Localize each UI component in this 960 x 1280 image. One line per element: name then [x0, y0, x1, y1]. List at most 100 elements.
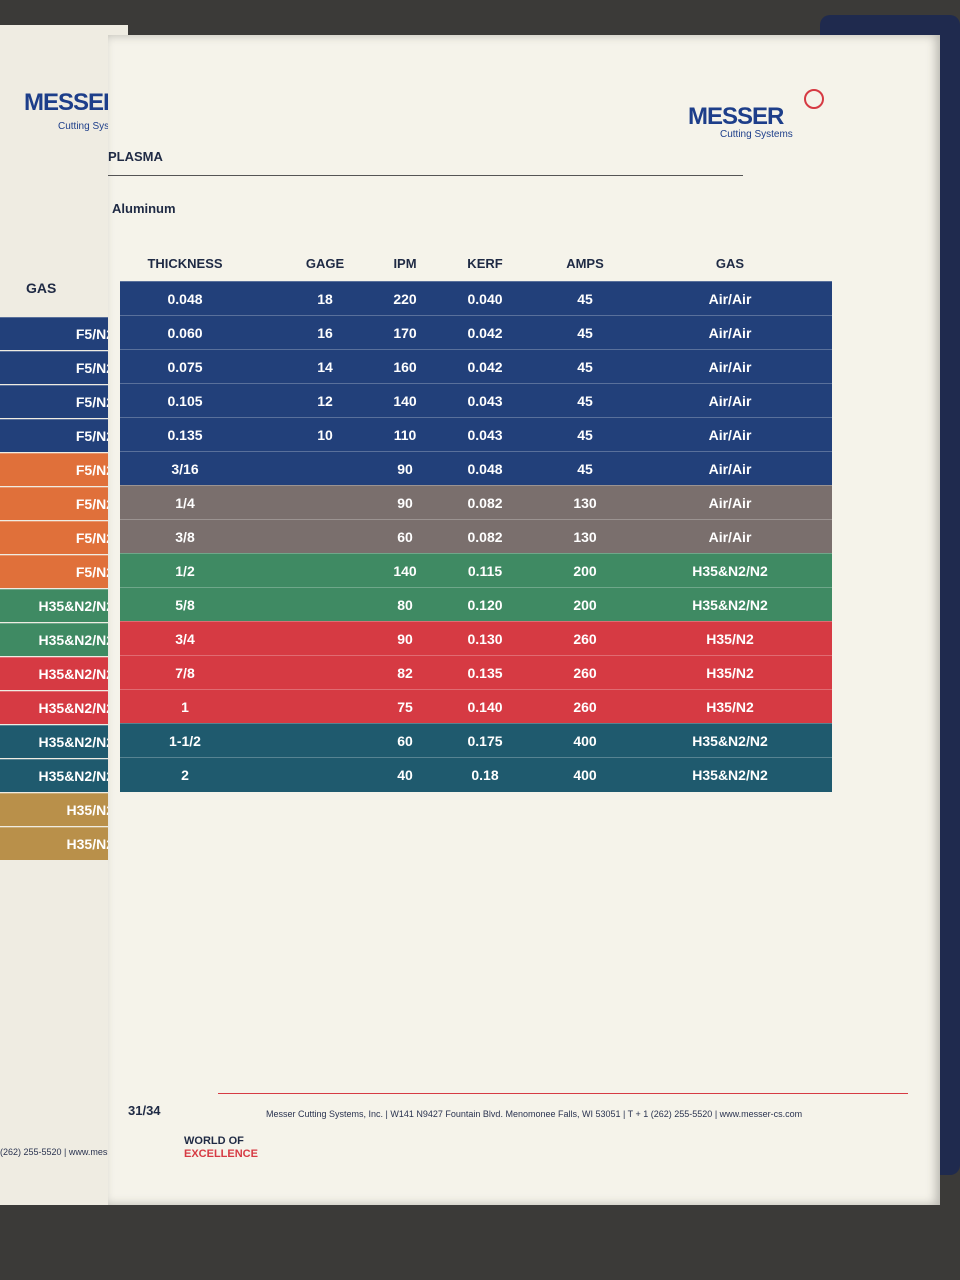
footer-rule — [218, 1093, 908, 1094]
table-cell: 0.060 — [167, 325, 203, 341]
table-cell: 75 — [397, 699, 413, 715]
table-cell: 260 — [573, 699, 597, 715]
table-row: 0.135 10 110 0.043 45 Air/Air — [120, 417, 832, 452]
gas-cell: H35&N2/N2 — [0, 589, 128, 622]
table-cell: 0.048 — [167, 291, 203, 307]
table-cell: 45 — [577, 393, 593, 409]
table-cell: 12 — [317, 393, 333, 409]
table-cell: 45 — [577, 291, 593, 307]
table-cell: Air/Air — [708, 427, 752, 443]
table-cell: 0.043 — [467, 393, 503, 409]
table-cell: 0.082 — [467, 495, 503, 511]
table-cell: 0.082 — [467, 529, 503, 545]
table-cell: 130 — [573, 495, 597, 511]
table-cell: Air/Air — [708, 325, 752, 341]
table-cell: 200 — [573, 597, 597, 613]
gas-cell: F5/N2 — [0, 521, 128, 554]
brand: MESSER — [688, 103, 784, 130]
table-cell: 140 — [393, 563, 417, 579]
table-cell: 0.075 — [167, 359, 203, 375]
table-row: 1/4 90 0.082 130 Air/Air — [120, 485, 832, 520]
rule — [108, 175, 743, 176]
badge: EXCELLENCE — [184, 1148, 258, 1160]
tagline: Cutting Systems — [720, 129, 793, 140]
table-cell: 260 — [573, 631, 597, 647]
table-cell: H35/N2 — [706, 631, 754, 647]
gas-cell: H35&N2/N2 — [0, 725, 128, 758]
table-cell: 200 — [573, 563, 597, 579]
table-cell: 7/8 — [175, 665, 195, 681]
table-cell: 0.135 — [467, 665, 503, 681]
gas-cell: H35&N2/N2 — [0, 657, 128, 690]
table-cell: 170 — [393, 325, 417, 341]
column-header: GAS — [715, 256, 745, 271]
table-cell: 0.042 — [467, 359, 503, 375]
table-row: 0.105 12 140 0.043 45 Air/Air — [120, 383, 832, 418]
table-cell: 0.140 — [467, 699, 503, 715]
table-cell: H35&N2/N2 — [692, 563, 768, 579]
table-row: 3/8 60 0.082 130 Air/Air — [120, 519, 832, 554]
table-cell: 45 — [577, 359, 593, 375]
gas-cell: H35/N2 — [0, 827, 128, 860]
table-row: 3/4 90 0.130 260 H35/N2 — [120, 621, 832, 656]
gas-cell: H35&N2/N2 — [0, 623, 128, 656]
table-cell: 90 — [397, 461, 413, 477]
gas-cell: F5/N2 — [0, 317, 128, 350]
table-cell: 90 — [397, 495, 413, 511]
material: Aluminum — [112, 201, 176, 216]
table-cell: 260 — [573, 665, 597, 681]
gas-cell: F5/N2 — [0, 555, 128, 588]
table-row: 0.060 16 170 0.042 45 Air/Air — [120, 315, 832, 350]
table-cell: 16 — [317, 325, 333, 341]
section-title: PLASMA — [108, 149, 163, 164]
table-cell: 45 — [577, 461, 593, 477]
table-cell: 60 — [397, 529, 413, 545]
table-cell: 3/16 — [171, 461, 199, 477]
table-cell: 10 — [317, 427, 333, 443]
table-cell: H35&N2/N2 — [692, 733, 768, 749]
column-header: AMPS — [566, 256, 604, 271]
logo-icon — [804, 89, 824, 109]
table-cell: 0.130 — [467, 631, 503, 647]
table-row: 3/16 90 0.048 45 Air/Air — [120, 451, 832, 486]
table-cell: 0.175 — [467, 733, 503, 749]
table-row: 0.048 18 220 0.040 45 Air/Air — [120, 281, 832, 316]
table-row: 0.075 14 160 0.042 45 Air/Air — [120, 349, 832, 384]
brand: MESSER — [24, 89, 120, 116]
table-cell: 0.043 — [467, 427, 503, 443]
table-cell: 110 — [393, 427, 417, 443]
table-row: 7/8 82 0.135 260 H35/N2 — [120, 655, 832, 690]
table-cell: Air/Air — [708, 359, 752, 375]
gas-cell: H35&N2/N2 — [0, 759, 128, 792]
table-cell: 40 — [397, 767, 413, 783]
table-row: 1 75 0.140 260 H35/N2 — [120, 689, 832, 724]
table-cell: 0.115 — [467, 563, 503, 579]
table-cell: 1 — [181, 699, 189, 715]
address: Messer Cutting Systems, Inc. | W141 N942… — [266, 1109, 803, 1119]
table-cell: 1/4 — [175, 495, 195, 511]
table-cell: 130 — [573, 529, 597, 545]
table-cell: Air/Air — [708, 529, 752, 545]
table-header: THICKNESS GAGE IPM KERF AMPS GAS — [120, 256, 832, 276]
table-cell: 2 — [181, 767, 189, 783]
gas-cell: F5/N2 — [0, 487, 128, 520]
table-cell: 5/8 — [175, 597, 195, 613]
table-cell: H35/N2 — [706, 699, 754, 715]
table-cell: Air/Air — [708, 495, 752, 511]
table-cell: 1/2 — [175, 563, 195, 579]
table-cell: 0.120 — [467, 597, 503, 613]
tagline: Cutting Systems — [58, 121, 128, 132]
table-cell: 160 — [393, 359, 417, 375]
table-row: 2 40 0.18 400 H35&N2/N2 — [120, 757, 832, 792]
table-cell: H35&N2/N2 — [692, 597, 768, 613]
table-cell: 1-1/2 — [169, 733, 201, 749]
table-cell: 14 — [317, 359, 333, 375]
table-cell: 82 — [397, 665, 413, 681]
column-header: GAGE — [305, 256, 345, 271]
table-cell: 400 — [573, 767, 597, 783]
table-cell: 3/4 — [175, 631, 195, 647]
table-cell: 0.135 — [167, 427, 203, 443]
table-cell: 90 — [397, 631, 413, 647]
table-cell: 0.042 — [467, 325, 503, 341]
column-header: THICKNESS — [147, 256, 223, 271]
